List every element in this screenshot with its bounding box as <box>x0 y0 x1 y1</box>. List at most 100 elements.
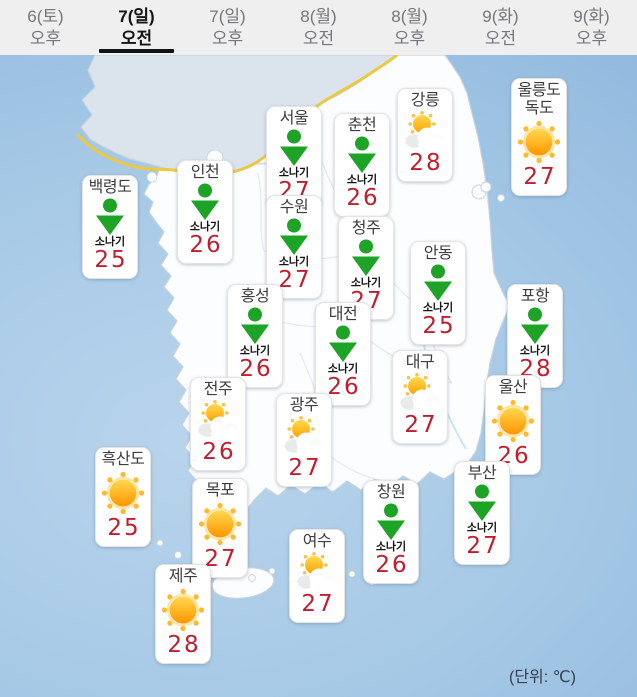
city-weather-card[interactable]: 포항 소나기 28 <box>507 284 563 388</box>
shower-icon <box>368 503 414 541</box>
city-name: 창원 <box>376 484 406 501</box>
tab-mon-8-pm[interactable]: 8(월) 오후 <box>364 0 455 55</box>
condition-label: 소나기 <box>346 173 378 186</box>
shower-icon <box>415 264 461 302</box>
city-weather-card[interactable]: 백령도 소나기 25 <box>82 175 138 279</box>
condition-label: 소나기 <box>239 344 271 357</box>
temperature: 27 <box>466 533 500 559</box>
tab-time-label: 오전 <box>302 29 335 49</box>
shower-icon <box>182 183 228 221</box>
shower-icon <box>343 239 389 277</box>
city-weather-card[interactable]: 목포 27 <box>192 478 248 578</box>
city-name: 여수 <box>302 533 332 550</box>
sunny-icon <box>160 587 206 633</box>
partly-cloudy-icon <box>402 110 448 151</box>
condition-label: 소나기 <box>327 362 359 375</box>
partly-cloudy-icon <box>397 372 443 413</box>
city-name: 흑산도 <box>101 451 145 468</box>
tab-mon-8-am[interactable]: 8(월) 오전 <box>273 0 364 55</box>
city-name: 부산 <box>467 465 497 482</box>
city-name: 광주 <box>289 397 319 414</box>
city-weather-card[interactable]: 홍성 소나기 26 <box>227 284 283 388</box>
city-weather-card[interactable]: 인천 소나기 26 <box>177 160 233 264</box>
city-weather-card[interactable]: 대구 27 <box>392 350 448 444</box>
tab-sun-7-am[interactable]: 7(일) 오전 <box>91 0 182 55</box>
temperature: 28 <box>167 631 201 658</box>
city-name: 대구 <box>405 354 435 371</box>
tab-day-label: 8(월) <box>391 7 428 26</box>
condition-label: 소나기 <box>278 255 310 268</box>
city-weather-card[interactable]: 강릉 28 <box>397 88 453 182</box>
city-weather-card[interactable]: 여수 27 <box>289 529 345 623</box>
condition-label: 소나기 <box>422 301 454 314</box>
city-weather-card[interactable]: 부산 소나기 27 <box>454 461 510 565</box>
sunny-icon <box>100 470 146 516</box>
city-weather-card[interactable]: 안동 소나기 25 <box>410 241 466 345</box>
city-name: 청주 <box>351 220 381 237</box>
shower-icon <box>320 325 366 363</box>
condition-label: 소나기 <box>375 540 407 553</box>
city-name: 포항 <box>520 288 550 305</box>
city-weather-card[interactable]: 울산 26 <box>485 375 541 475</box>
city-weather-card[interactable]: 청주 소나기 27 <box>338 216 394 320</box>
condition-label: 소나기 <box>466 521 498 534</box>
city-name: 울산 <box>498 379 528 396</box>
city-weather-card[interactable]: 대전 소나기 26 <box>315 302 371 406</box>
city-name: 안동 <box>423 245 453 262</box>
tab-time-label: 오후 <box>211 29 244 49</box>
city-name: 홍성 <box>240 288 270 305</box>
partly-cloudy-icon <box>294 551 340 592</box>
condition-label: 소나기 <box>350 276 382 289</box>
tab-day-label: 6(토) <box>27 7 64 26</box>
city-name: 목포 <box>205 482 235 499</box>
temperature: 27 <box>288 454 322 481</box>
tab-day-label: 9(화) <box>482 7 519 26</box>
city-weather-card[interactable]: 흑산도 25 <box>95 447 151 547</box>
condition-label: 소나기 <box>278 166 310 179</box>
shower-icon <box>271 129 317 167</box>
forecast-tab-bar: 6(토) 오후 7(일) 오전 7(일) 오후 8(월) 오전 8(월) 오후 … <box>0 0 637 55</box>
city-name: 제주 <box>168 568 198 585</box>
sunny-icon <box>490 398 536 444</box>
temperature: 25 <box>107 514 141 541</box>
temperature: 27 <box>404 411 438 438</box>
shower-icon <box>512 307 558 345</box>
tab-day-label: 8(월) <box>300 7 337 26</box>
city-weather-card[interactable]: 광주 27 <box>276 393 332 487</box>
city-name: 백령도 <box>88 179 132 196</box>
tab-time-label: 오후 <box>575 29 608 49</box>
tab-sun-7-pm[interactable]: 7(일) 오후 <box>182 0 273 55</box>
tab-time-label: 오전 <box>120 29 153 49</box>
city-weather-card[interactable]: 수원 소나기 27 <box>266 195 322 299</box>
city-weather-card[interactable]: 전주 26 <box>190 377 246 471</box>
temperature: 26 <box>375 552 409 578</box>
city-weather-card[interactable]: 춘천 소나기 26 <box>334 113 390 217</box>
sunny-icon <box>516 119 562 165</box>
city-name: 춘천 <box>347 117 377 134</box>
city-weather-card[interactable]: 제주 28 <box>155 564 211 664</box>
shower-icon <box>339 136 385 174</box>
temperature: 26 <box>239 356 273 382</box>
city-name: 울릉도 독도 <box>517 82 561 117</box>
shower-icon <box>232 307 278 345</box>
city-weather-card[interactable]: 서울 소나기 27 <box>266 106 322 210</box>
city-name: 강릉 <box>410 92 440 109</box>
tab-tue-9-am[interactable]: 9(화) 오전 <box>455 0 546 55</box>
tab-day-label: 7(일) <box>118 7 155 26</box>
temperature: 28 <box>409 149 443 176</box>
temperature: 25 <box>94 247 128 273</box>
tab-tue-9-pm[interactable]: 9(화) 오후 <box>546 0 637 55</box>
sunny-icon <box>197 501 243 547</box>
shower-icon <box>459 484 505 522</box>
tab-sat-6-pm[interactable]: 6(토) 오후 <box>0 0 91 55</box>
city-weather-card[interactable]: 창원 소나기 26 <box>363 480 419 584</box>
city-name: 전주 <box>203 381 233 398</box>
temperature: 26 <box>189 232 223 258</box>
temperature: 26 <box>346 185 380 211</box>
tab-time-label: 오후 <box>29 29 62 49</box>
tab-time-label: 오전 <box>484 29 517 49</box>
unit-label: (단위: ℃) <box>509 669 576 686</box>
city-weather-card[interactable]: 울릉도 독도 27 <box>511 78 567 196</box>
temperature: 27 <box>278 267 312 293</box>
